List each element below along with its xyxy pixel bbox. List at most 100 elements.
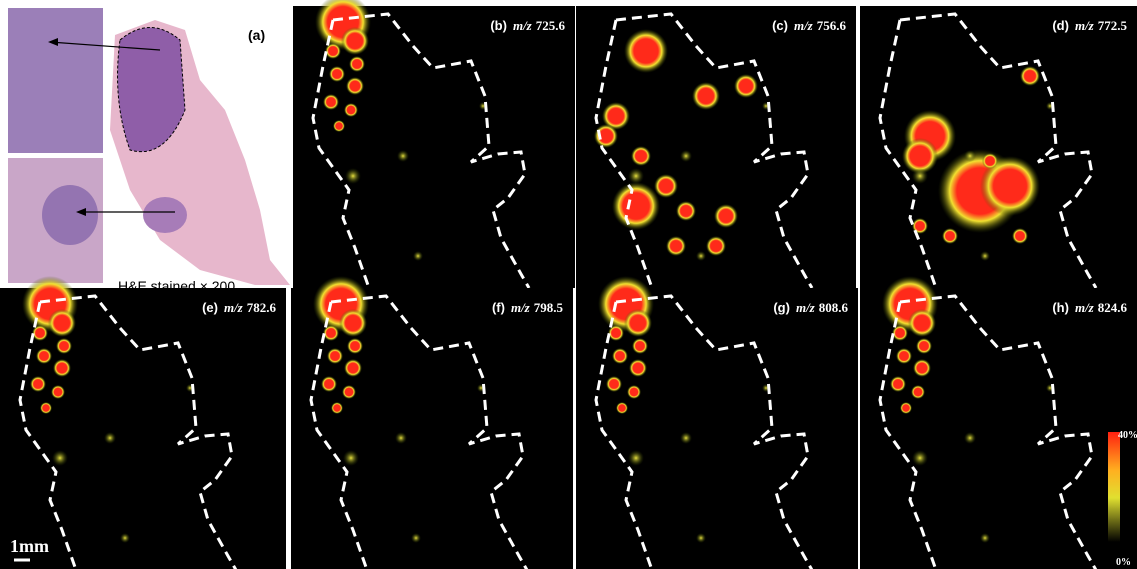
intensity-spot xyxy=(908,309,936,337)
intensity-spot xyxy=(911,385,925,399)
intensity-spot xyxy=(30,376,46,392)
faint-spot xyxy=(343,450,359,466)
intensity-spot xyxy=(344,359,362,377)
intensity-spot xyxy=(608,325,624,341)
intensity-spot xyxy=(51,385,65,399)
mz-prefix: m/z xyxy=(794,18,814,33)
intensity-spot xyxy=(612,182,660,230)
panel-label: (a) xyxy=(248,27,265,43)
faint-spot xyxy=(696,533,706,543)
faint-spot xyxy=(628,168,644,184)
faint-spot xyxy=(345,168,361,184)
intensity-spot xyxy=(342,385,356,399)
intensity-spot xyxy=(896,348,912,364)
faint-spot xyxy=(912,168,928,184)
faint-spot xyxy=(397,150,409,162)
faint-spot xyxy=(980,533,990,543)
intensity-spot xyxy=(606,376,622,392)
intensity-spot xyxy=(321,376,337,392)
faint-spot xyxy=(964,150,976,162)
faint-spot xyxy=(696,251,706,261)
intensity-spot xyxy=(56,338,72,354)
mz-value: 782.6 xyxy=(247,300,277,315)
faint-spot xyxy=(411,533,421,543)
intensity-spot xyxy=(913,359,931,377)
intensity-spot xyxy=(734,74,758,98)
intensity-spot xyxy=(339,309,367,337)
intensity-spot xyxy=(624,29,668,73)
intensity-spot xyxy=(327,348,343,364)
intensity-spot xyxy=(916,338,932,354)
panel-label: (g) xyxy=(773,300,790,315)
intensity-spot xyxy=(631,146,651,166)
faint-spot xyxy=(964,432,976,444)
mz-prefix: m/z xyxy=(1075,300,1095,315)
intensity-spot xyxy=(900,402,912,414)
intensity-spot xyxy=(323,325,339,341)
faint-spot xyxy=(52,450,68,466)
mz-prefix: m/z xyxy=(511,300,531,315)
panel-a: (a) H&E stained × 200 xyxy=(8,8,290,294)
micrograph-top xyxy=(8,8,103,153)
faint-spot xyxy=(120,533,130,543)
intensity-spot xyxy=(594,124,618,148)
faint-spot xyxy=(980,251,990,261)
intensity-spot xyxy=(616,402,628,414)
mz-prefix: m/z xyxy=(224,300,244,315)
intensity-spot xyxy=(692,82,720,110)
intensity-spot xyxy=(333,120,345,132)
intensity-spot xyxy=(627,385,641,399)
colorbar xyxy=(1108,432,1120,542)
figure: (a) H&E stained × 200 (b)m/z725.6(c)m/z7… xyxy=(0,0,1137,569)
intensity-spot xyxy=(323,94,339,110)
mz-value: 824.6 xyxy=(1098,300,1128,315)
mz-prefix: m/z xyxy=(796,300,816,315)
intensity-spot xyxy=(982,153,998,169)
intensity-spot xyxy=(344,103,358,117)
mz-prefix: m/z xyxy=(513,18,533,33)
mz-value: 772.5 xyxy=(1098,18,1128,33)
panel-title: (c)m/z756.6 xyxy=(772,18,846,33)
intensity-spot xyxy=(942,228,958,244)
intensity-spot xyxy=(40,402,52,414)
intensity-spot xyxy=(347,338,363,354)
intensity-spot xyxy=(706,236,726,256)
mz-value: 756.6 xyxy=(817,18,847,33)
faint-spot xyxy=(680,432,692,444)
faint-spot xyxy=(912,450,928,466)
scale-bar-label: 1mm xyxy=(10,536,49,556)
intensity-spot xyxy=(1012,228,1028,244)
intensity-spot xyxy=(341,27,369,55)
intensity-spot xyxy=(890,376,906,392)
colorbar-max: 40% xyxy=(1118,430,1137,441)
intensity-spot xyxy=(325,43,341,59)
intensity-spot xyxy=(331,402,343,414)
faint-spot xyxy=(104,432,116,444)
intensity-spot xyxy=(349,56,365,72)
intensity-spot xyxy=(1020,66,1040,86)
mz-value: 725.6 xyxy=(536,18,566,33)
intensity-spot xyxy=(676,201,696,221)
colorbar-min: 0% xyxy=(1116,557,1131,568)
panel-label: (f) xyxy=(492,300,505,315)
mz-value: 798.5 xyxy=(534,300,564,315)
intensity-spot xyxy=(36,348,52,364)
panel-label: (b) xyxy=(490,18,507,33)
faint-spot xyxy=(413,251,423,261)
intensity-spot xyxy=(632,338,648,354)
intensity-spot xyxy=(329,66,345,82)
panel-label: (e) xyxy=(202,300,218,315)
mz-prefix: m/z xyxy=(1075,18,1095,33)
faint-spot xyxy=(395,432,407,444)
intensity-spot xyxy=(714,204,738,228)
panel-background xyxy=(860,6,1137,288)
